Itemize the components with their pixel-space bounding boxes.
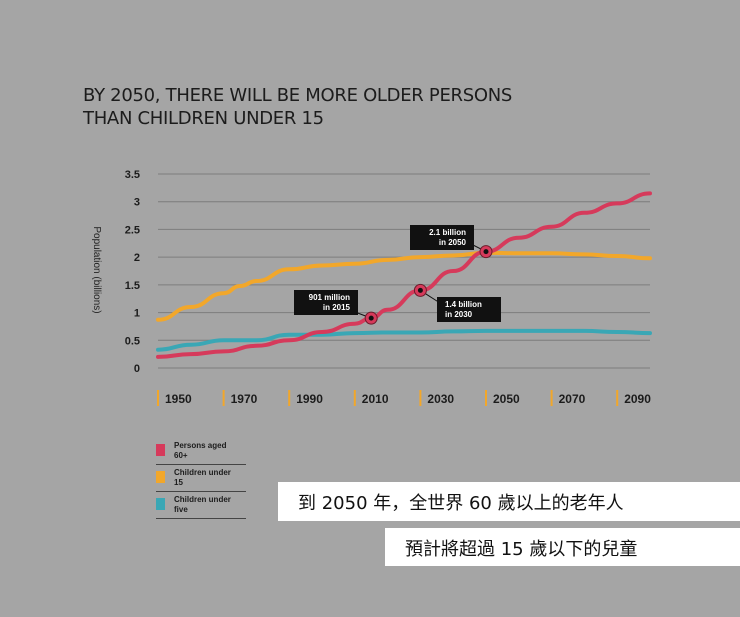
y-tick-label: 1 [134,308,140,320]
annotation-marker-dot [368,315,374,321]
x-tick-labels: 1950 1970 1990 2010 2030 2050 2070 2090 [157,390,651,406]
x-tick-label: 2030 [427,392,454,406]
legend-swatch [156,498,165,510]
annotation-label: in 2030 [445,310,473,319]
x-tick-label: 2070 [559,392,586,406]
legend-item-persons-60: Persons aged 60+ [156,438,246,465]
x-tick-label: 1970 [231,392,258,406]
annotation-box [410,225,474,250]
series-line [156,328,652,352]
series-line [156,250,652,322]
annotation-label: in 2015 [323,303,351,312]
annotation-box [437,297,501,322]
legend: Persons aged 60+ Children under 15 Child… [156,438,246,519]
chart-title: BY 2050, THERE WILL BE MORE OLDER PERSON… [83,84,512,130]
chart-title-line-1: BY 2050, THERE WILL BE MORE OLDER PERSON… [83,85,513,106]
annotation-label: 2.1 billion [429,228,466,237]
y-tick-label: 2.5 [125,224,140,236]
x-tick-label: 1950 [165,392,192,406]
caption-line-1: 到 2050 年，全世界 60 歲以上的老年人 [278,482,740,521]
caption-line-2: 預計將超過 15 歲以下的兒童 [385,528,740,566]
y-tick-label: 2 [134,252,140,264]
y-tick-label: 0 [134,363,140,375]
y-tick-label: 3.5 [125,169,140,181]
annotation-marker-dot [483,249,489,255]
legend-label: Persons aged 60+ [174,441,227,460]
annotation-label: 901 million [309,293,350,302]
x-tick-label: 2050 [493,392,520,406]
y-tick-label: 1.5 [125,280,140,292]
x-tick-label: 2090 [624,392,651,406]
annotation-marker-dot [417,287,423,293]
legend-label: Children under 15 [174,468,231,487]
y-tick-label: 3 [134,197,140,209]
chart-title-line-2: THAN CHILDREN UNDER 15 [83,108,324,129]
series-line [156,191,652,359]
legend-item-children-15: Children under 15 [156,465,246,492]
legend-swatch [156,471,165,483]
legend-label: Children under five [174,495,231,514]
series-lines [156,191,652,359]
x-tick-label: 1990 [296,392,323,406]
legend-item-children-five: Children under five [156,492,246,519]
annotation-box [294,290,358,315]
y-tick-labels: 0 0.5 1 1.5 2 2.5 3 3.5 [125,169,140,375]
x-tick-label: 2010 [362,392,389,406]
legend-swatch [156,444,165,456]
annotation-label: 1.4 billion [445,300,482,309]
y-tick-label: 0.5 [125,335,140,347]
annotation-label: in 2050 [439,238,467,247]
y-axis-label: Population (billions) [91,226,102,313]
